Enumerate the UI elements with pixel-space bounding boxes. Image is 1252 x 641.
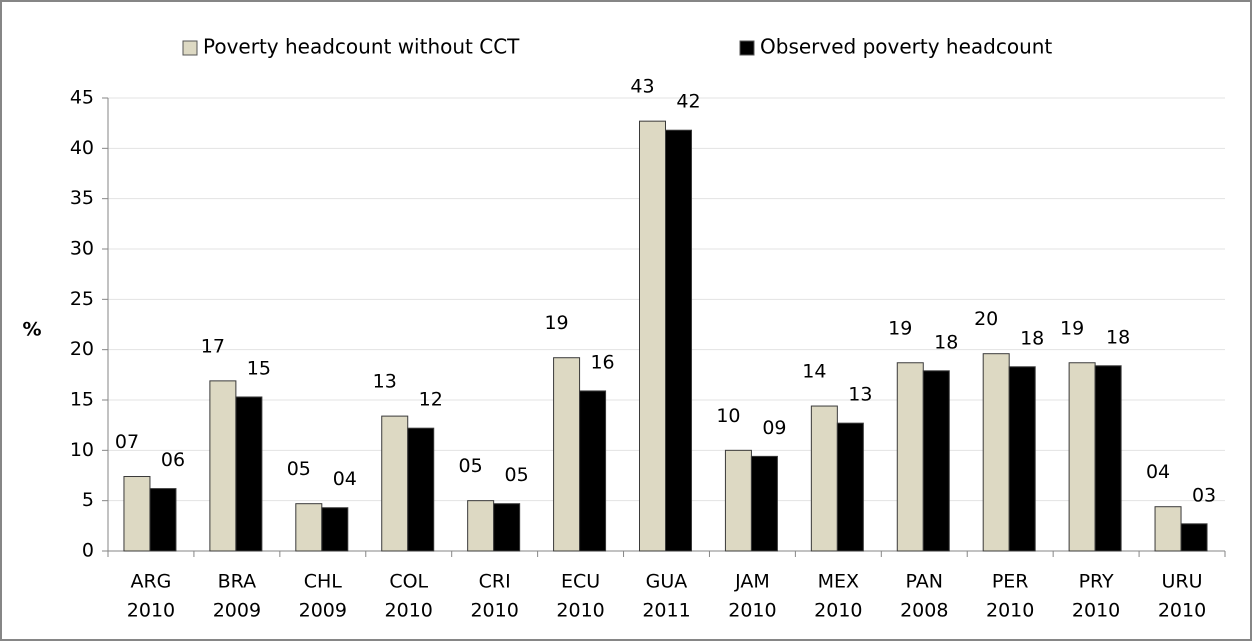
y-axis-label: % (22, 319, 41, 341)
x-tick-label: CRI (479, 571, 511, 593)
bar (922, 370, 950, 552)
bar (407, 427, 435, 552)
x-tick-label: COL (389, 571, 428, 593)
value-label: 13 (373, 371, 397, 393)
x-tick-label: 2008 (900, 600, 948, 622)
y-tick-label: 30 (70, 238, 94, 260)
y-tick-label: 20 (70, 338, 94, 360)
value-label: 17 (201, 335, 225, 357)
y-tick-label: 15 (70, 389, 94, 411)
value-label: 19 (888, 317, 912, 339)
value-label: 03 (1192, 484, 1216, 506)
x-tick-label: 2009 (213, 600, 261, 622)
value-label: 04 (333, 468, 357, 490)
y-tick-label: 10 (70, 439, 94, 461)
bar (1154, 506, 1182, 552)
bar (639, 120, 666, 552)
y-tick-label: 35 (70, 187, 94, 209)
x-tick-label: PER (992, 571, 1029, 593)
bar (724, 449, 752, 552)
x-tick-label: 2010 (814, 600, 862, 622)
bar (381, 415, 409, 552)
x-tick-label: 2010 (986, 600, 1034, 622)
y-tick-label: 0 (82, 540, 94, 562)
value-label: 05 (459, 455, 483, 477)
bar (553, 357, 581, 552)
bar (836, 422, 864, 552)
legend-swatch (182, 40, 198, 56)
bar (665, 129, 692, 552)
value-label: 42 (676, 91, 700, 113)
x-tick-label: ECU (561, 571, 600, 593)
legend-label: Poverty headcount without CCT (203, 35, 520, 59)
bar (1068, 362, 1096, 552)
bar (1008, 366, 1036, 552)
bar (1094, 365, 1122, 552)
bar (1180, 523, 1208, 552)
bar (750, 455, 778, 552)
value-label: 19 (544, 312, 568, 334)
x-tick-label: 2010 (1158, 600, 1206, 622)
bar (321, 507, 349, 552)
y-tick-label: 25 (70, 288, 94, 310)
value-label: 05 (505, 464, 529, 486)
bar (295, 503, 323, 552)
x-tick-label: PRY (1079, 571, 1114, 593)
bar (810, 405, 838, 552)
x-tick-label: 2010 (728, 600, 776, 622)
x-tick-label: MEX (818, 571, 859, 593)
value-label: 18 (1106, 326, 1130, 348)
x-tick-label: 2011 (642, 600, 690, 622)
bar (579, 390, 607, 552)
x-tick-label: JAM (734, 571, 770, 593)
y-tick-label: 40 (70, 137, 94, 159)
value-label: 09 (762, 417, 786, 439)
x-tick-label: PAN (906, 571, 943, 593)
value-label: 18 (934, 331, 958, 353)
value-label: 07 (115, 431, 139, 453)
value-label: 10 (716, 405, 740, 427)
y-tick-label: 45 (70, 87, 94, 109)
legend-label: Observed poverty headcount (760, 35, 1052, 59)
value-label: 05 (287, 458, 311, 480)
bar (123, 476, 151, 552)
x-tick-label: ARG (130, 571, 171, 593)
bar (982, 353, 1010, 552)
bar (493, 503, 521, 552)
bar (149, 488, 177, 552)
bar (467, 500, 495, 552)
x-tick-label: 2010 (1072, 600, 1120, 622)
x-tick-label: URU (1162, 571, 1203, 593)
x-tick-label: 2009 (299, 600, 347, 622)
value-label: 06 (161, 449, 185, 471)
value-label: 18 (1020, 327, 1044, 349)
value-label: 20 (974, 308, 998, 330)
bar (896, 362, 924, 552)
x-tick-label: 2010 (127, 600, 175, 622)
bar (209, 380, 237, 552)
x-tick-label: 2010 (470, 600, 518, 622)
value-label: 12 (419, 389, 443, 411)
value-label: 16 (590, 351, 614, 373)
x-tick-label: CHL (304, 571, 343, 593)
value-label: 43 (630, 76, 654, 98)
value-label: 15 (247, 357, 271, 379)
x-tick-label: 2010 (385, 600, 433, 622)
bar (235, 396, 263, 552)
x-tick-label: 2010 (556, 600, 604, 622)
x-tick-label: GUA (646, 571, 688, 593)
y-tick-label: 5 (82, 489, 94, 511)
value-label: 13 (848, 384, 872, 406)
value-label: 19 (1060, 317, 1084, 339)
value-label: 04 (1146, 461, 1170, 483)
value-label: 14 (802, 361, 826, 383)
legend-swatch (739, 40, 755, 56)
x-tick-label: BRA (218, 571, 256, 593)
